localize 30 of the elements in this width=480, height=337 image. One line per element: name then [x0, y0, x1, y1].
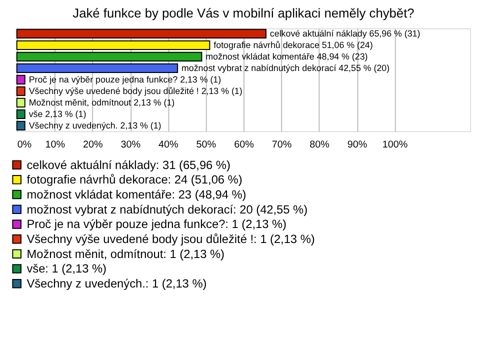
data-label: možnost vybrat z nabídnutých dekorací 42,55 % (20)	[182, 63, 390, 74]
x-tick-label: 40%	[158, 140, 179, 151]
legend-label: možnost vkládat komentáře: 23 (48,94 %)	[26, 187, 246, 202]
x-tick-label: 10%	[45, 140, 66, 151]
legend-label: Proč je na výběr pouze jedna funkce?: 1 (2,13 %)	[26, 217, 287, 232]
data-label: Možnost měnit, odmítnout 2,13 % (1)	[28, 98, 175, 108]
legend-label: Možnost měnit, odmítnout: 1 (2,13 %)	[26, 246, 225, 261]
legend-label: fotografie návrhů dekorace: 24 (51,06 %)	[26, 172, 242, 187]
legend-label: Všechny výše uvedené body jsou důležité !: 1 (2,13 %)	[26, 232, 315, 246]
x-tick-label: 80%	[310, 140, 330, 151]
x-tick-label: 60%	[234, 140, 254, 151]
data-label: Všechny výše uvedené body jsou důležité ! 2,13 % (1)	[28, 86, 242, 96]
x-tick-label: 100%	[382, 140, 408, 151]
x-tick-label: 20%	[82, 140, 103, 151]
x-tick-label: 90%	[347, 140, 368, 151]
data-label: fotografie návrhů dekorace 51,06 % (24)	[214, 40, 373, 50]
data-label: možnost vkládat komentáře 48,94 % (23)	[206, 52, 368, 62]
legend-label: Všechny z uvedených.: 1 (2,13 %)	[26, 276, 207, 291]
legend-label: vše: 1 (2,13 %)	[26, 262, 107, 276]
x-tick-label: 0%	[17, 140, 32, 151]
x-tick-label: 30%	[120, 140, 141, 151]
legend-label: možnost vybrat z nabídnutých dekorací: 20 (42,55 %)	[26, 202, 308, 216]
data-label: celkové aktuální náklady 65,96 % (31)	[270, 28, 420, 39]
data-label: vše 2,13 % (1)	[28, 109, 86, 120]
data-label: Všechny z uvedených. 2,13 % (1)	[28, 120, 162, 131]
chart-title: Jaké funkce by podle Vás v mobilní aplikaci neměly chybět?	[72, 5, 414, 20]
x-tick-label: 50%	[196, 140, 216, 151]
legend-label: celkové aktuální náklady: 31 (65,96 %)	[26, 158, 230, 172]
data-label: Proč je na výběr pouze jedna funkce? 2,13 % (1)	[28, 74, 222, 85]
x-tick-label: 70%	[272, 140, 292, 151]
